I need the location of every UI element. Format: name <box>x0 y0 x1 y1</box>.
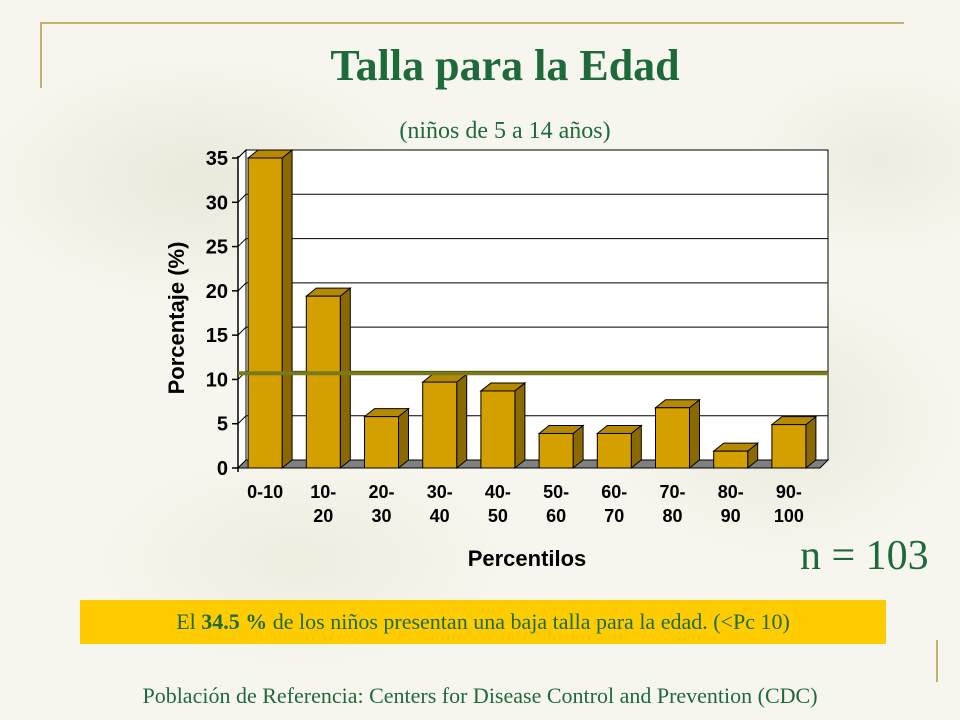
x-tick-label-2-1: 30 <box>371 506 391 526</box>
slide-subtitle: (niños de 5 a 14 años) <box>399 118 611 144</box>
x-tick-label-1-1: 20 <box>313 506 333 526</box>
gridline-5 <box>237 415 828 425</box>
bar-5 <box>538 432 574 469</box>
x-tick-label-5-0: 50- <box>543 482 569 502</box>
gridline-15 <box>237 326 828 336</box>
x-tick-label-1-0: 10- <box>310 482 336 502</box>
bar-3 <box>422 381 458 469</box>
y-tick-label-0: 0 <box>217 458 228 480</box>
x-tick-label-4-1: 50 <box>488 506 508 526</box>
bar-4 <box>480 390 516 469</box>
frame-top-line <box>40 22 904 24</box>
x-tick-label-6-0: 60- <box>601 482 627 502</box>
y-tick-label-20: 20 <box>206 281 228 303</box>
bar-side-3 <box>456 373 468 470</box>
x-tick-label-0-0: 0-10 <box>247 482 283 502</box>
note-highlight: 34.5 % <box>201 609 268 634</box>
gridline-30 <box>237 193 828 203</box>
x-tick-label-9-0: 90- <box>776 482 802 502</box>
x-tick-label-5-1: 60 <box>546 506 566 526</box>
y-tick-label-5: 5 <box>217 414 228 436</box>
bar-side-2 <box>398 407 409 470</box>
bar-side-1 <box>339 287 351 470</box>
bar-7 <box>655 407 690 469</box>
x-tick-label-8-0: 80- <box>718 482 744 502</box>
x-tick-label-3-0: 30- <box>427 482 453 502</box>
x-tick-label-9-1: 100 <box>774 506 804 526</box>
x-axis-title: Percentilos <box>468 546 587 571</box>
bar-side-9 <box>805 415 817 470</box>
bar-side-0 <box>281 148 293 470</box>
bar-9 <box>771 424 807 469</box>
frame-right-line <box>936 640 938 682</box>
sample-size-label: n = 103 <box>800 533 929 579</box>
bar-0 <box>247 157 283 469</box>
y-tick-label-10: 10 <box>206 369 228 391</box>
y-tick-label-35: 35 <box>206 148 228 170</box>
bar-6 <box>596 432 632 469</box>
gridline-35 <box>237 149 828 159</box>
slide-title: Talla para la Edad <box>330 41 680 90</box>
x-tick-label-7-1: 80 <box>662 506 682 526</box>
gridline-20 <box>237 282 828 292</box>
x-tick-label-8-1: 90 <box>721 506 741 526</box>
bar-8 <box>713 450 749 469</box>
y-tick-label-25: 25 <box>206 237 228 259</box>
x-tick-label-3-1: 40 <box>430 506 450 526</box>
summary-note: El 34.5 % de los niños presentan una baj… <box>80 600 886 644</box>
reference-footer: Población de Referencia: Centers for Dis… <box>142 683 818 708</box>
gridline-25 <box>237 238 828 247</box>
y-tick-label-30: 30 <box>206 192 228 214</box>
bar-2 <box>364 416 399 469</box>
x-tick-label-4-0: 40- <box>485 482 511 502</box>
x-tick-label-6-1: 70 <box>604 506 624 526</box>
frame-left-line <box>40 22 42 88</box>
y-axis-title: Porcentaje (%) <box>164 242 189 395</box>
y-tick-label-15: 15 <box>206 325 228 347</box>
bar-1 <box>305 295 341 469</box>
x-tick-label-7-0: 70- <box>659 482 685 502</box>
note-prefix: El <box>176 609 202 634</box>
note-suffix: de los niños presentan una baja talla pa… <box>267 609 790 634</box>
x-tick-label-2-0: 20- <box>368 482 394 502</box>
bar-side-7 <box>689 398 700 470</box>
bar-side-4 <box>514 381 526 470</box>
